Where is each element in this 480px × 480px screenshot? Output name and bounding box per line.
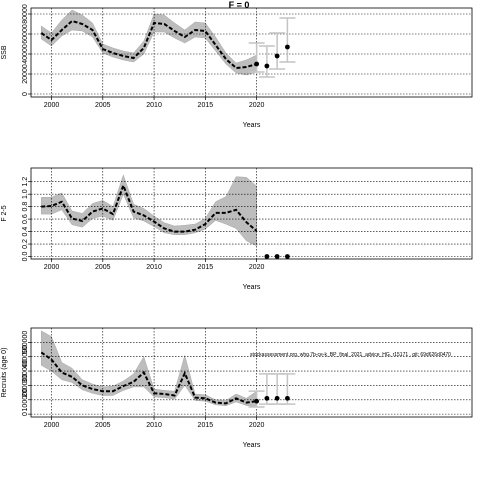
forecast-point bbox=[264, 63, 270, 69]
y-tick-label: 200000 bbox=[22, 374, 29, 397]
x-tick-label: 2015 bbox=[198, 422, 214, 429]
x-tick-label: 2010 bbox=[146, 102, 162, 109]
forecast-point bbox=[284, 395, 290, 401]
x-axis-title: Years bbox=[243, 122, 261, 129]
estimate-line bbox=[40, 19, 257, 70]
y-tick-label: 1.2 bbox=[22, 177, 29, 187]
estimate-line bbox=[41, 182, 258, 233]
x-tick-label: 2000 bbox=[44, 102, 60, 109]
x-tick-label: 2020 bbox=[249, 102, 265, 109]
y-tick-label: 60000 bbox=[22, 24, 29, 44]
forecast-point bbox=[264, 254, 270, 259]
forecast-point bbox=[274, 53, 280, 59]
y-tick-label: 500000 bbox=[22, 331, 29, 354]
y-tick-label: 400000 bbox=[22, 345, 29, 368]
forecast-point bbox=[254, 398, 260, 404]
x-tick-label: 2015 bbox=[198, 102, 214, 109]
y-tick-label: 1.0 bbox=[22, 189, 29, 199]
y-axis-title: Recruits (age 0) bbox=[1, 348, 8, 398]
x-tick-label: 2020 bbox=[249, 422, 265, 429]
y-tick-label: 0.8 bbox=[22, 202, 29, 212]
fishing-mortality-panel: 2000 2005 2010 2015 2020 0.0 0.2 0.4 0.6 0.8 1.0 1.… bbox=[1, 167, 473, 291]
forecast-point bbox=[274, 254, 280, 259]
ssb-panel: 2000 2005 2010 2015 2020 0 2000040000600008000… bbox=[1, 4, 473, 129]
figure-title: F = 0 bbox=[229, 0, 250, 10]
y-tick-label: 0.6 bbox=[22, 214, 29, 224]
estimate-line bbox=[40, 351, 257, 405]
y-tick-label: 20000 bbox=[22, 64, 29, 84]
assessment-annotation: stockassessment.org, whg.7b-ce-k_BP_fina… bbox=[250, 352, 451, 358]
x-axis-title: Years bbox=[243, 442, 261, 449]
x-tick-label: 2010 bbox=[146, 422, 162, 429]
forecast-point bbox=[284, 44, 290, 50]
y-tick-label: 0 bbox=[22, 412, 29, 416]
y-tick-label: 0.2 bbox=[22, 239, 29, 249]
x-tick-label: 2000 bbox=[44, 264, 60, 271]
forecast-point bbox=[264, 395, 270, 401]
y-tick-label: 300000 bbox=[22, 359, 29, 382]
y-axis-title: F 2-5 bbox=[1, 205, 8, 221]
forecast-point bbox=[274, 395, 280, 401]
confidence-band bbox=[41, 174, 257, 247]
confidence-band bbox=[41, 9, 257, 76]
y-tick-label: 0 bbox=[22, 92, 29, 96]
plot-frame bbox=[30, 167, 473, 260]
y-tick-label: 80000 bbox=[22, 4, 29, 24]
y-tick-label: 0.4 bbox=[22, 227, 29, 237]
x-tick-label: 2005 bbox=[95, 102, 111, 109]
x-tick-label: 2010 bbox=[146, 264, 162, 271]
x-tick-label: 2015 bbox=[198, 264, 214, 271]
x-tick-label: 2020 bbox=[249, 264, 265, 271]
y-tick-label: 40000 bbox=[22, 44, 29, 64]
x-tick-label: 2005 bbox=[95, 264, 111, 271]
x-tick-label: 2000 bbox=[44, 422, 60, 429]
plot-frame bbox=[30, 327, 473, 418]
y-tick-label: 100000 bbox=[22, 388, 29, 411]
x-tick-label: 2005 bbox=[95, 422, 111, 429]
x-axis-title: Years bbox=[243, 284, 261, 291]
recruitment-panel: 2000 2005 2010 2015 2020 01000002000003000004… bbox=[1, 327, 473, 449]
y-tick-label: 0.0 bbox=[22, 252, 29, 262]
plot-frame bbox=[30, 7, 473, 98]
forecast-point bbox=[284, 254, 290, 259]
forecast-point bbox=[254, 61, 260, 67]
y-axis-title: SSB bbox=[1, 45, 8, 59]
